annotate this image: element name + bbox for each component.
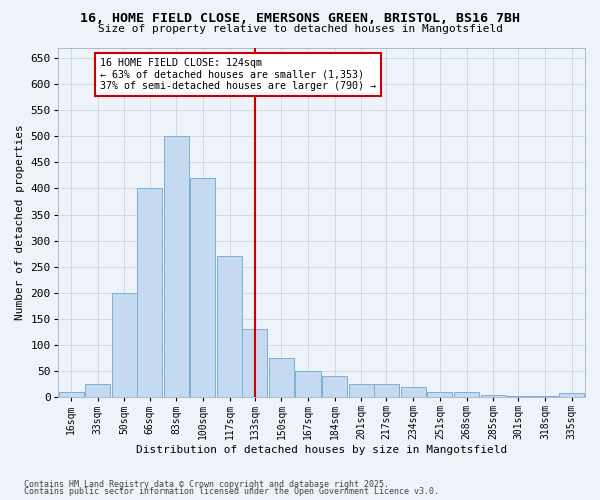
X-axis label: Distribution of detached houses by size in Mangotsfield: Distribution of detached houses by size …: [136, 445, 507, 455]
Text: Contains public sector information licensed under the Open Government Licence v3: Contains public sector information licen…: [24, 487, 439, 496]
Bar: [481, 394, 506, 397]
Bar: [190, 178, 215, 397]
Bar: [374, 384, 399, 397]
Bar: [532, 396, 557, 397]
Text: 16 HOME FIELD CLOSE: 124sqm
← 63% of detached houses are smaller (1,353)
37% of : 16 HOME FIELD CLOSE: 124sqm ← 63% of det…: [100, 58, 376, 91]
Bar: [217, 256, 242, 397]
Bar: [59, 392, 83, 397]
Bar: [454, 392, 479, 397]
Y-axis label: Number of detached properties: Number of detached properties: [15, 124, 25, 320]
Bar: [506, 396, 531, 397]
Bar: [242, 330, 267, 397]
Bar: [85, 384, 110, 397]
Bar: [427, 392, 452, 397]
Bar: [322, 376, 347, 397]
Text: Size of property relative to detached houses in Mangotsfield: Size of property relative to detached ho…: [97, 24, 503, 34]
Bar: [137, 188, 162, 397]
Bar: [164, 136, 189, 397]
Bar: [559, 393, 584, 397]
Bar: [401, 387, 426, 397]
Bar: [269, 358, 294, 397]
Text: Contains HM Land Registry data © Crown copyright and database right 2025.: Contains HM Land Registry data © Crown c…: [24, 480, 389, 489]
Text: 16, HOME FIELD CLOSE, EMERSONS GREEN, BRISTOL, BS16 7BH: 16, HOME FIELD CLOSE, EMERSONS GREEN, BR…: [80, 12, 520, 26]
Bar: [112, 293, 137, 397]
Bar: [295, 371, 320, 397]
Bar: [349, 384, 374, 397]
